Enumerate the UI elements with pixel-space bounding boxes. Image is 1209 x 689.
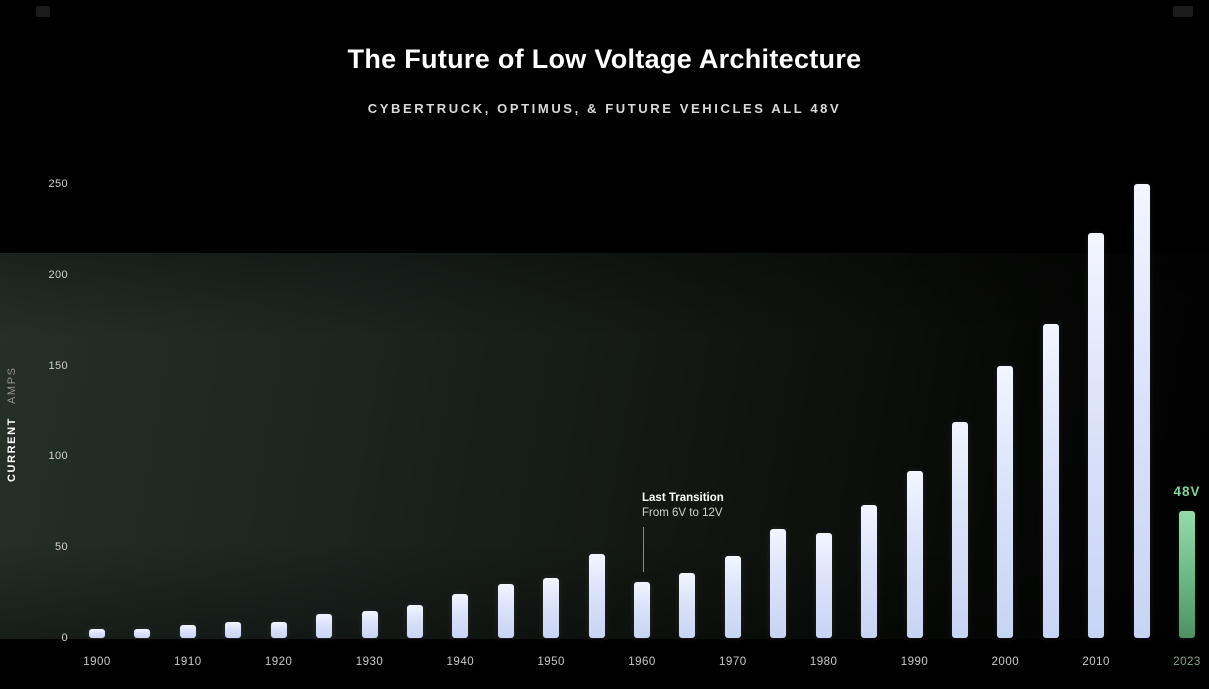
bar-1995 <box>951 421 968 638</box>
x-tick-1970: 1970 <box>719 656 747 668</box>
x-tick-1990: 1990 <box>900 656 929 668</box>
bar-1945 <box>497 583 514 638</box>
bar-1955 <box>588 554 605 638</box>
bar-1925 <box>316 614 333 638</box>
bar-1910 <box>179 625 196 638</box>
y-tick-150: 150 <box>48 359 68 372</box>
bar-1950 <box>543 578 560 638</box>
highlight-48v-label: 48V <box>1173 483 1201 499</box>
chart-subtitle: CYBERTRUCK, OPTIMUS, & FUTURE VEHICLES A… <box>367 101 842 116</box>
y-tick-100: 100 <box>48 450 68 463</box>
bar-1960 <box>634 581 650 638</box>
bar-1990 <box>906 470 923 638</box>
annotation-pointer-line <box>643 527 644 572</box>
bar-1940 <box>452 594 469 638</box>
x-tick-1980: 1980 <box>809 656 838 668</box>
corner-artifact-left <box>36 6 50 17</box>
y-axis-ticks: 0 50 100 150 200 250 <box>28 160 68 644</box>
y-tick-200: 200 <box>48 268 68 281</box>
bar-1915 <box>225 621 242 638</box>
x-tick-2023: 2023 <box>1173 656 1201 668</box>
bar-2000 <box>997 365 1014 638</box>
bar-1975 <box>770 529 787 638</box>
y-tick-250: 250 <box>48 178 68 190</box>
bar-1935 <box>406 605 423 638</box>
x-tick-1960: 1960 <box>628 656 656 668</box>
x-tick-1930: 1930 <box>355 656 384 668</box>
bar-1970 <box>724 556 741 638</box>
bar-2015 <box>1133 184 1150 638</box>
y-axis-title-current: CURRENT <box>6 417 18 482</box>
x-tick-1940: 1940 <box>446 656 475 668</box>
annotation-last-transition: Last Transition From 6V to 12V <box>642 492 724 572</box>
bar-2010 <box>1088 233 1105 638</box>
bar-1900 <box>89 628 105 638</box>
bar-1965 <box>679 572 696 638</box>
y-axis-title-amps: AMPS <box>6 366 18 405</box>
x-tick-1950: 1950 <box>537 656 565 668</box>
annotation-title: Last Transition <box>642 492 724 504</box>
bar-1920 <box>270 621 287 638</box>
plot-area: Last Transition From 6V to 12V 1900 1910 1… <box>75 160 1209 668</box>
x-tick-1900: 1900 <box>83 656 111 668</box>
annotation-subtitle: From 6V to 12V <box>642 507 723 519</box>
bar-2005 <box>1042 323 1059 638</box>
y-axis-title: CURRENT AMPS <box>6 367 18 482</box>
bar-1930 <box>361 610 378 638</box>
bar-1905 <box>134 628 151 638</box>
x-tick-2000: 2000 <box>991 656 1020 668</box>
x-tick-1920: 1920 <box>264 656 293 668</box>
bar-1980 <box>815 532 832 638</box>
x-tick-2010: 2010 <box>1082 656 1110 668</box>
y-tick-50: 50 <box>54 541 68 554</box>
x-tick-1910: 1910 <box>174 656 202 668</box>
bar-2023 <box>1179 510 1195 638</box>
corner-artifact-right <box>1173 6 1193 17</box>
bar-1985 <box>861 505 878 638</box>
y-tick-0: 0 <box>61 632 68 644</box>
chart-title: The Future of Low Voltage Architecture <box>347 44 862 74</box>
